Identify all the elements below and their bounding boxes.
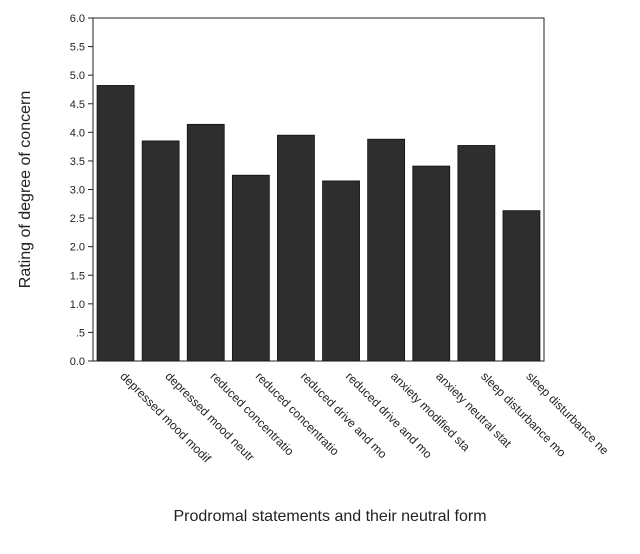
bar	[412, 165, 451, 362]
bar	[502, 210, 541, 362]
bars-group	[96, 85, 541, 362]
y-tick-label: 3.0	[70, 185, 85, 197]
x-tick-label: depressed mood neutr	[163, 369, 258, 464]
x-tick-label: reduced drive and mo	[298, 369, 390, 461]
x-tick-label: reduced drive and mo	[343, 369, 435, 461]
x-axis-title: Prodromal statements and their neutral f…	[173, 508, 486, 525]
bar	[322, 180, 360, 362]
y-axis: 0.0 .5 1.0 1.5 2.0 2.5 3.0 3.5 4.0 4.5 5.0 5.5 6.0	[70, 13, 93, 368]
y-tick-label: 2.0	[70, 242, 85, 254]
bar	[141, 140, 180, 362]
x-tick-label: sleep disturbance ne	[523, 369, 611, 457]
x-tick-label: anxiety neutral stat	[433, 369, 515, 451]
bar	[186, 123, 225, 362]
bar	[457, 145, 496, 362]
x-tick-label: sleep disturbance mo	[478, 369, 569, 460]
x-tick-label: anxiety modified sta	[388, 369, 473, 454]
y-tick-label: .5	[76, 327, 85, 339]
bar	[367, 138, 406, 362]
y-tick-label: 5.5	[70, 42, 85, 54]
y-tick-label: 4.5	[70, 99, 85, 111]
bar	[277, 134, 315, 362]
y-tick-label: 1.5	[70, 270, 85, 282]
y-tick-label: 2.5	[70, 213, 85, 225]
bar	[96, 85, 135, 362]
y-tick-label: 4.0	[70, 127, 85, 139]
y-tick-label: 5.0	[70, 70, 85, 82]
y-tick-label: 0.0	[70, 356, 85, 368]
bar	[231, 174, 270, 362]
x-tick-label: reduced concentratio	[208, 369, 297, 458]
x-tick-label: reduced concentratio	[253, 369, 342, 458]
y-tick-label: 1.0	[70, 299, 85, 311]
y-axis-title: Rating of degree of concern	[17, 91, 34, 288]
x-tick-label: depressed mood modif	[117, 369, 214, 466]
y-tick-label: 3.5	[70, 156, 85, 168]
y-tick-label: 6.0	[70, 13, 85, 25]
